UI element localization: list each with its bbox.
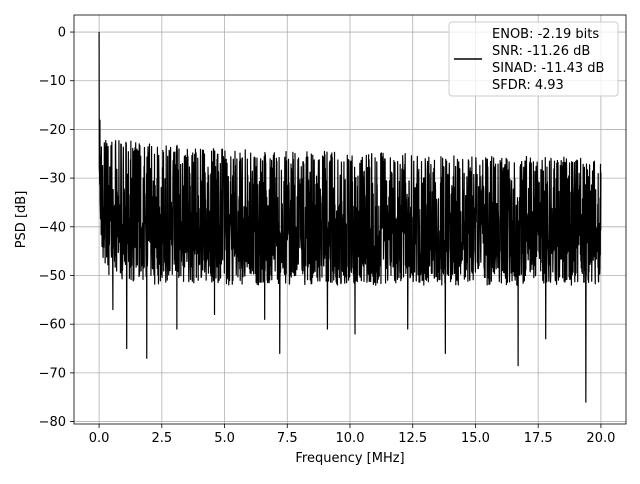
y-axis-ticks: 0 −10 −20 −30 −40 −50 −60 −70 −80 — [39, 26, 74, 430]
legend-entry-sinad: SINAD: -11.43 dB — [492, 61, 604, 76]
y-tick-label: −30 — [39, 172, 66, 187]
y-tick-label: −60 — [39, 318, 66, 333]
legend-box — [448, 21, 619, 97]
y-tick-label: −40 — [39, 220, 66, 235]
x-axis-ticks: 0.0 2.5 5.0 7.5 10.0 12.5 15.0 17.5 20.0 — [89, 424, 615, 446]
x-axis-label: Frequency [MHz] — [295, 451, 404, 466]
series-layer — [98, 32, 602, 403]
y-tick-label: −70 — [39, 366, 66, 381]
x-tick-label: 12.5 — [398, 431, 427, 446]
x-tick-label: 10.0 — [336, 431, 365, 446]
y-tick-label: −10 — [39, 74, 66, 89]
y-tick-label: −80 — [39, 415, 66, 430]
y-tick-label: 0 — [58, 26, 66, 41]
x-tick-label: 17.5 — [524, 431, 553, 446]
x-tick-label: 2.5 — [151, 431, 172, 446]
x-tick-label: 15.0 — [461, 431, 490, 446]
legend-entry-snr: SNR: -11.26 dB — [492, 44, 590, 59]
y-tick-label: −50 — [39, 269, 66, 284]
y-axis-label: PSD [dB] — [14, 191, 29, 249]
x-tick-label: 7.5 — [277, 431, 298, 446]
y-tick-label: −20 — [39, 123, 66, 138]
legend: ENOB: -2.19 bits SNR: -11.26 dB SINAD: -… — [448, 21, 619, 97]
x-tick-label: 0.0 — [89, 431, 110, 446]
x-tick-label: 5.0 — [214, 431, 235, 446]
legend-entry-enob: ENOB: -2.19 bits — [492, 27, 599, 42]
x-tick-label: 20.0 — [586, 431, 615, 446]
legend-entry-sfdr: SFDR: 4.93 — [492, 78, 564, 93]
psd-series-line — [98, 32, 602, 403]
